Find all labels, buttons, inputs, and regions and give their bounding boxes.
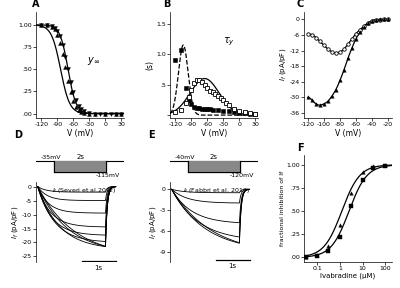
Text: -40mV: -40mV — [174, 156, 195, 160]
Text: 2s: 2s — [76, 154, 84, 160]
Text: -115mV: -115mV — [96, 173, 120, 178]
Y-axis label: (s): (s) — [146, 60, 155, 70]
Y-axis label: $I_f$ (pA/pF): $I_f$ (pA/pF) — [10, 206, 20, 239]
Text: $I_f$ (Fabbri et al. 2017): $I_f$ (Fabbri et al. 2017) — [183, 186, 250, 195]
Y-axis label: $I_f$ (pA/pF): $I_f$ (pA/pF) — [148, 206, 158, 239]
Text: 2s: 2s — [210, 154, 218, 160]
Text: -120mV: -120mV — [229, 173, 254, 178]
Text: 1s: 1s — [228, 264, 237, 270]
Text: $\tau_y$: $\tau_y$ — [223, 36, 235, 48]
Text: A: A — [32, 0, 39, 9]
Text: E: E — [148, 130, 154, 141]
Bar — [54, 161, 106, 172]
Text: $y_\infty$: $y_\infty$ — [87, 55, 100, 67]
Text: D: D — [14, 130, 22, 141]
Text: B: B — [163, 0, 170, 9]
Y-axis label: $I_f$ (pA/pF): $I_f$ (pA/pF) — [278, 48, 288, 82]
X-axis label: V (mV): V (mV) — [67, 129, 93, 138]
Y-axis label: fractional inhibition of If: fractional inhibition of If — [280, 171, 285, 247]
Text: -35mV: -35mV — [40, 156, 61, 160]
Text: 1s: 1s — [95, 265, 103, 271]
Text: $I_f$ (Severi et al.2012): $I_f$ (Severi et al.2012) — [52, 186, 117, 195]
X-axis label: Ivabradine (μM): Ivabradine (μM) — [320, 273, 376, 279]
Text: C: C — [297, 0, 304, 9]
Text: F: F — [297, 143, 304, 153]
X-axis label: V (mV): V (mV) — [201, 129, 227, 138]
Bar — [188, 161, 240, 172]
X-axis label: V (mV): V (mV) — [335, 129, 361, 138]
